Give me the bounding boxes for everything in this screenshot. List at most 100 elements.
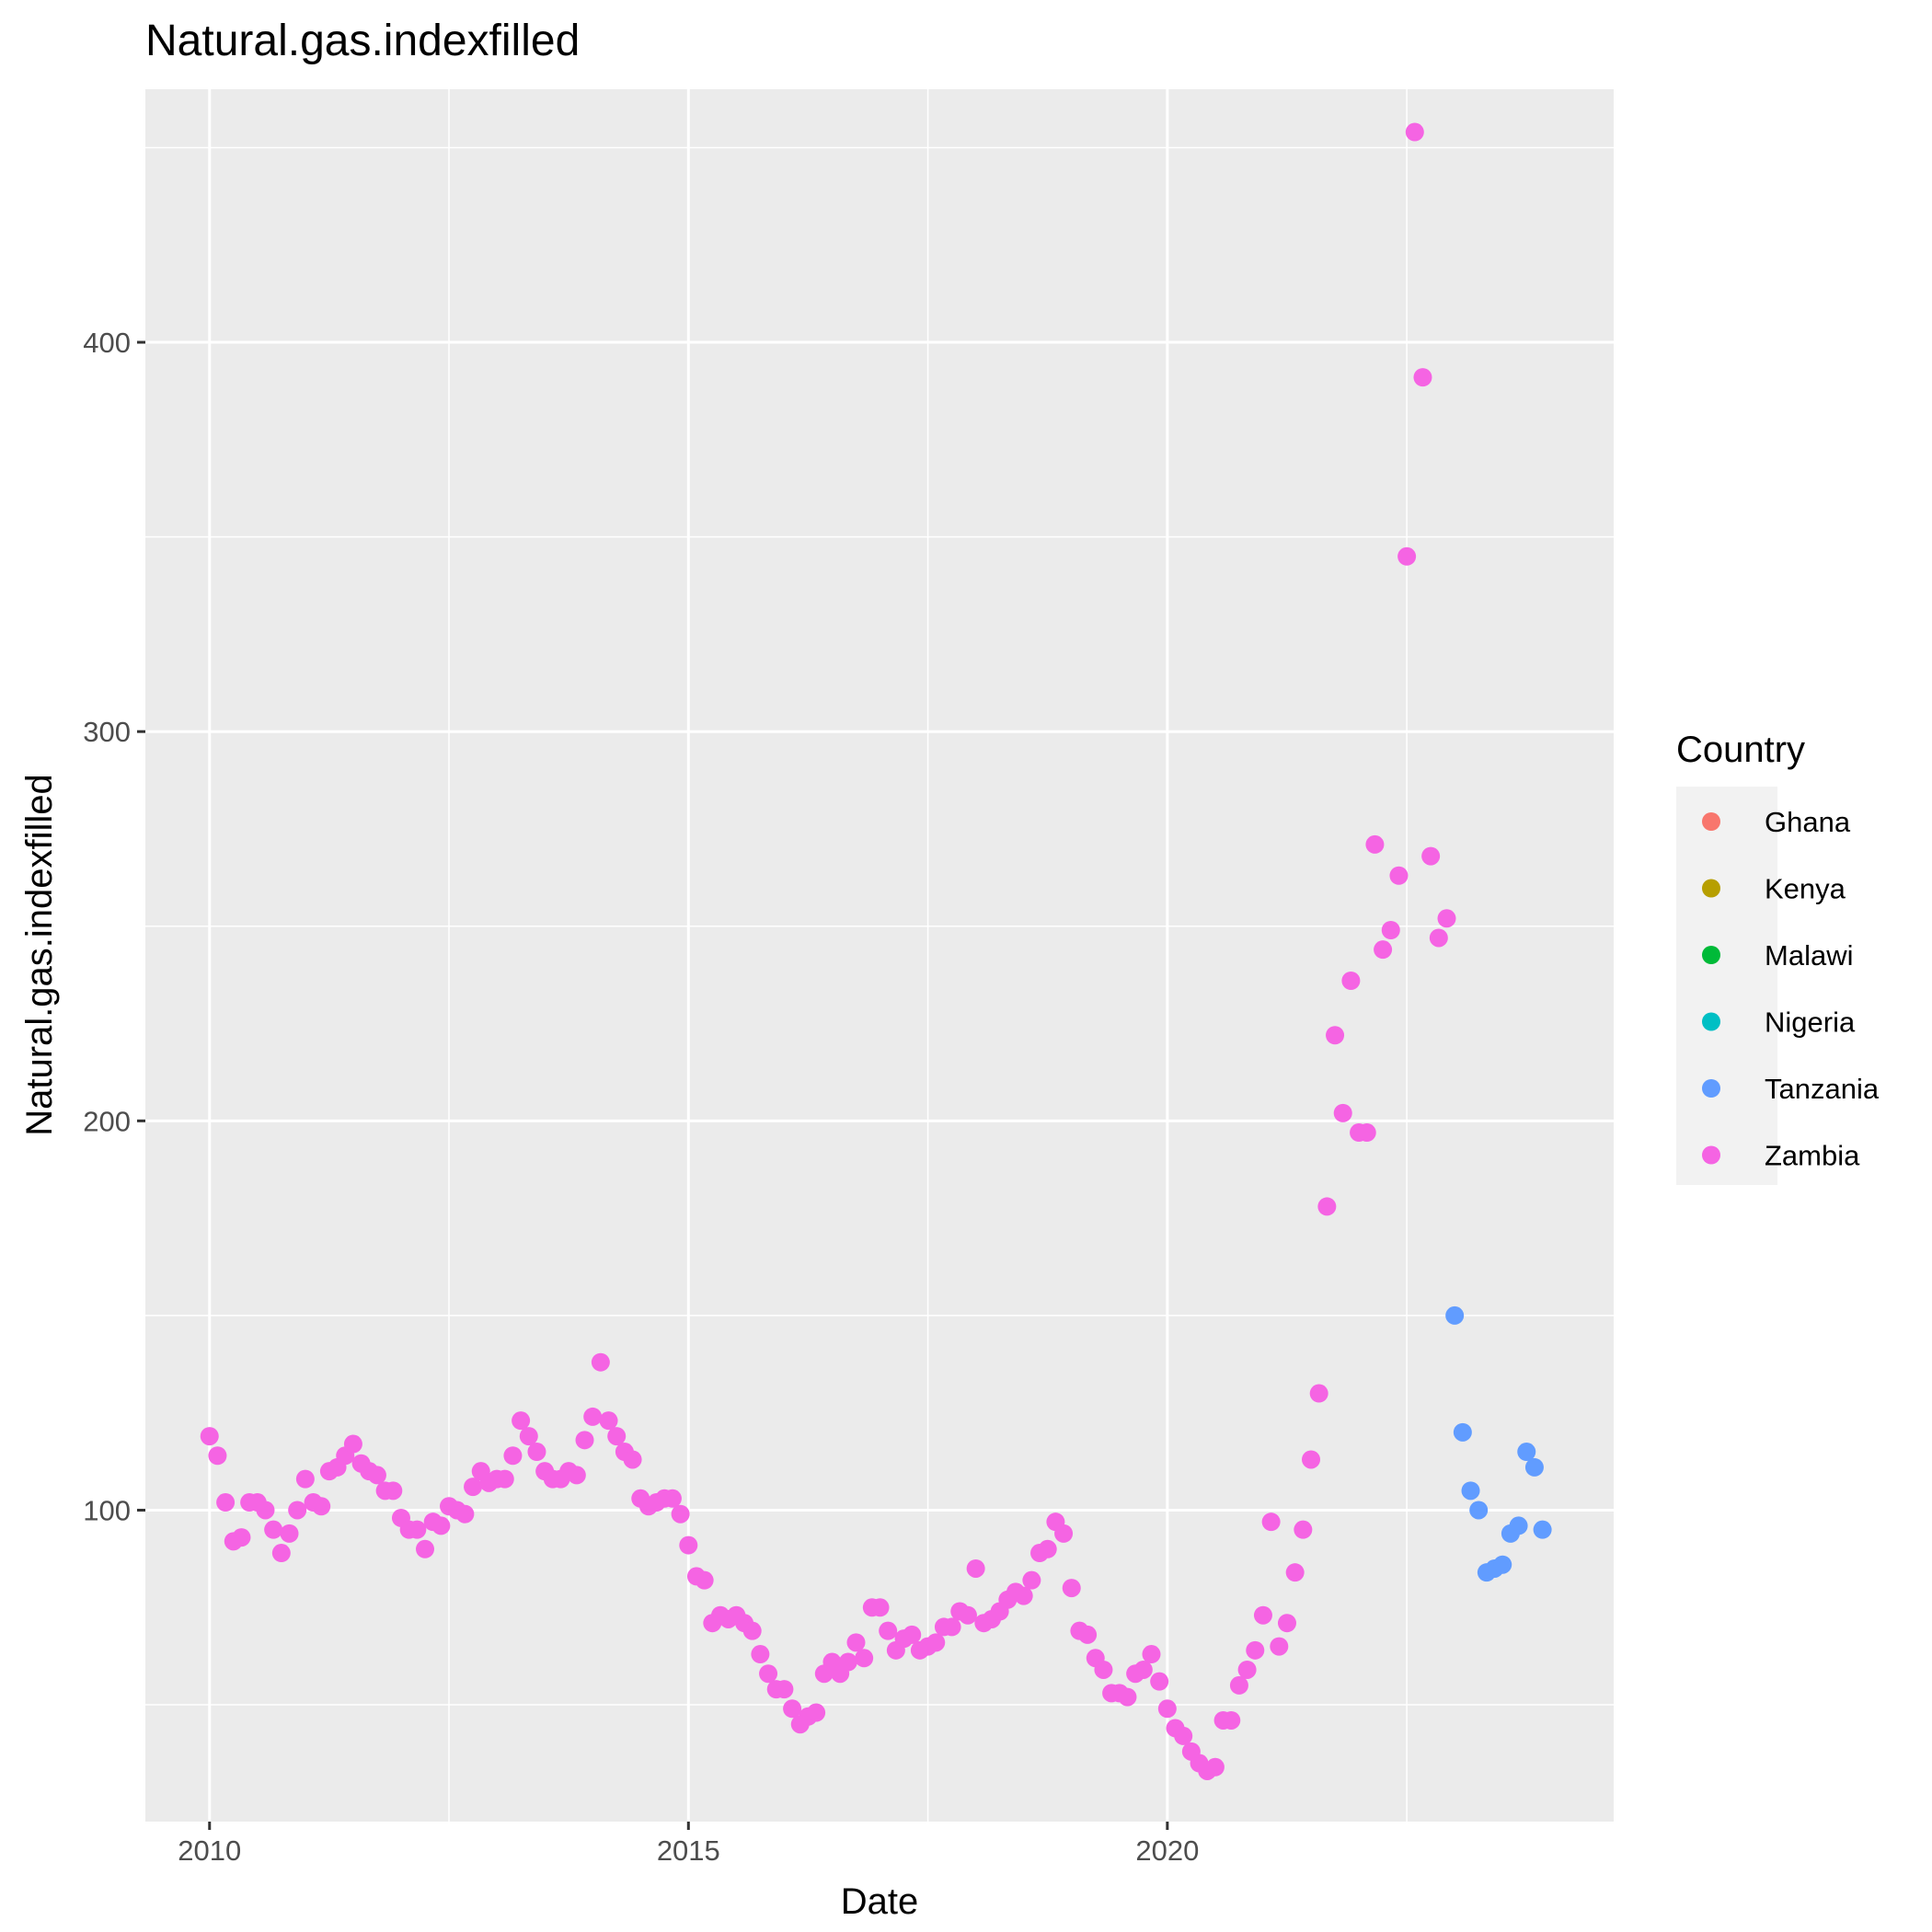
data-point [926,1633,946,1652]
data-point [367,1466,386,1485]
legend-title: Country [1676,730,1805,770]
data-point [1509,1516,1528,1535]
data-point [567,1466,586,1485]
data-point [1118,1687,1137,1707]
data-point [1246,1640,1265,1660]
legend-label: Kenya [1765,873,1846,905]
legend: Country Ghana Kenya Malawi Nigeria Tanzania Z… [1676,730,1880,1185]
data-point [1229,1675,1248,1695]
data-point [1413,368,1432,387]
legend-label: Zambia [1765,1140,1860,1172]
minor-gridlines [145,89,1614,1822]
data-point [1205,1757,1225,1777]
data-point [1078,1625,1098,1644]
data-point [343,1434,362,1454]
y-axis: 100 200 300 400 [83,327,145,1526]
data-point [408,1520,427,1539]
data-point [208,1446,227,1466]
major-gridlines [145,89,1614,1822]
data-point [1517,1443,1536,1462]
data-point [295,1469,315,1489]
data-point [280,1524,299,1543]
data-point [759,1664,778,1684]
data-point [416,1539,434,1558]
data-point [1054,1524,1074,1543]
series-tanzania [1445,1305,1552,1582]
data-point [1253,1605,1272,1625]
data-point [1326,1026,1345,1045]
data-points [200,122,1552,1780]
data-point [1437,909,1456,928]
legend-key [1702,812,1720,831]
chart-title: Natural.gas.indexfilled [145,17,580,65]
data-point [783,1699,802,1719]
y-tick-label: 200 [83,1105,131,1137]
data-point [870,1598,890,1617]
data-point [495,1469,514,1489]
data-point [575,1431,594,1450]
x-tick-label: 2010 [178,1834,241,1867]
data-point [1174,1726,1193,1745]
data-point [1357,1123,1376,1143]
data-point [671,1504,690,1524]
data-point [1429,928,1448,948]
data-point [1285,1563,1305,1582]
data-point [1341,972,1361,991]
legend-label: Ghana [1765,806,1851,838]
data-point [1038,1539,1057,1558]
x-tick-label: 2015 [657,1834,720,1867]
data-point [1493,1555,1512,1574]
y-tick-label: 400 [83,327,131,359]
data-point [1294,1520,1313,1539]
data-point [903,1625,922,1644]
data-point [623,1450,642,1469]
legend-item-nigeria: Nigeria [1702,1006,1856,1039]
data-point [464,1478,483,1497]
data-point [512,1411,531,1431]
legend-label: Malawi [1765,939,1853,972]
data-point [1150,1672,1169,1691]
data-point [958,1605,977,1625]
data-point [288,1501,307,1520]
data-point [679,1535,698,1555]
data-point [1270,1637,1289,1656]
data-point [1317,1197,1337,1216]
data-point [503,1446,523,1466]
data-point [695,1570,714,1590]
data-point [1381,920,1400,939]
data-point [455,1504,475,1524]
x-tick-label: 2020 [1135,1834,1199,1867]
data-point [1309,1384,1328,1403]
data-point [1469,1501,1489,1520]
legend-label: Tanzania [1765,1073,1880,1105]
legend-item-ghana: Ghana [1702,806,1851,838]
data-point [607,1427,627,1446]
data-point [1374,940,1393,960]
legend-key-background [1676,787,1777,1185]
legend-key [1702,946,1720,964]
data-point [1524,1457,1544,1477]
data-point [431,1516,451,1535]
data-point [1142,1645,1161,1664]
data-point [966,1558,985,1578]
data-point [1421,846,1441,866]
data-point [942,1617,961,1637]
plot-panel [145,89,1614,1822]
legend-item-malawi: Malawi [1702,939,1853,972]
data-point [879,1621,898,1640]
legend-item-kenya: Kenya [1702,873,1846,905]
data-point [256,1501,275,1520]
legend-item-zambia: Zambia [1702,1140,1860,1172]
x-axis-title: Date [841,1881,919,1922]
data-point [1461,1481,1480,1501]
data-point [271,1544,291,1563]
data-point [1022,1570,1041,1590]
data-point [1333,1103,1352,1122]
data-point [591,1352,610,1372]
data-point [751,1645,770,1664]
data-point [527,1443,546,1462]
data-point [846,1633,866,1652]
data-point [1014,1586,1033,1605]
data-point [1365,834,1385,854]
legend-key [1702,1145,1720,1165]
